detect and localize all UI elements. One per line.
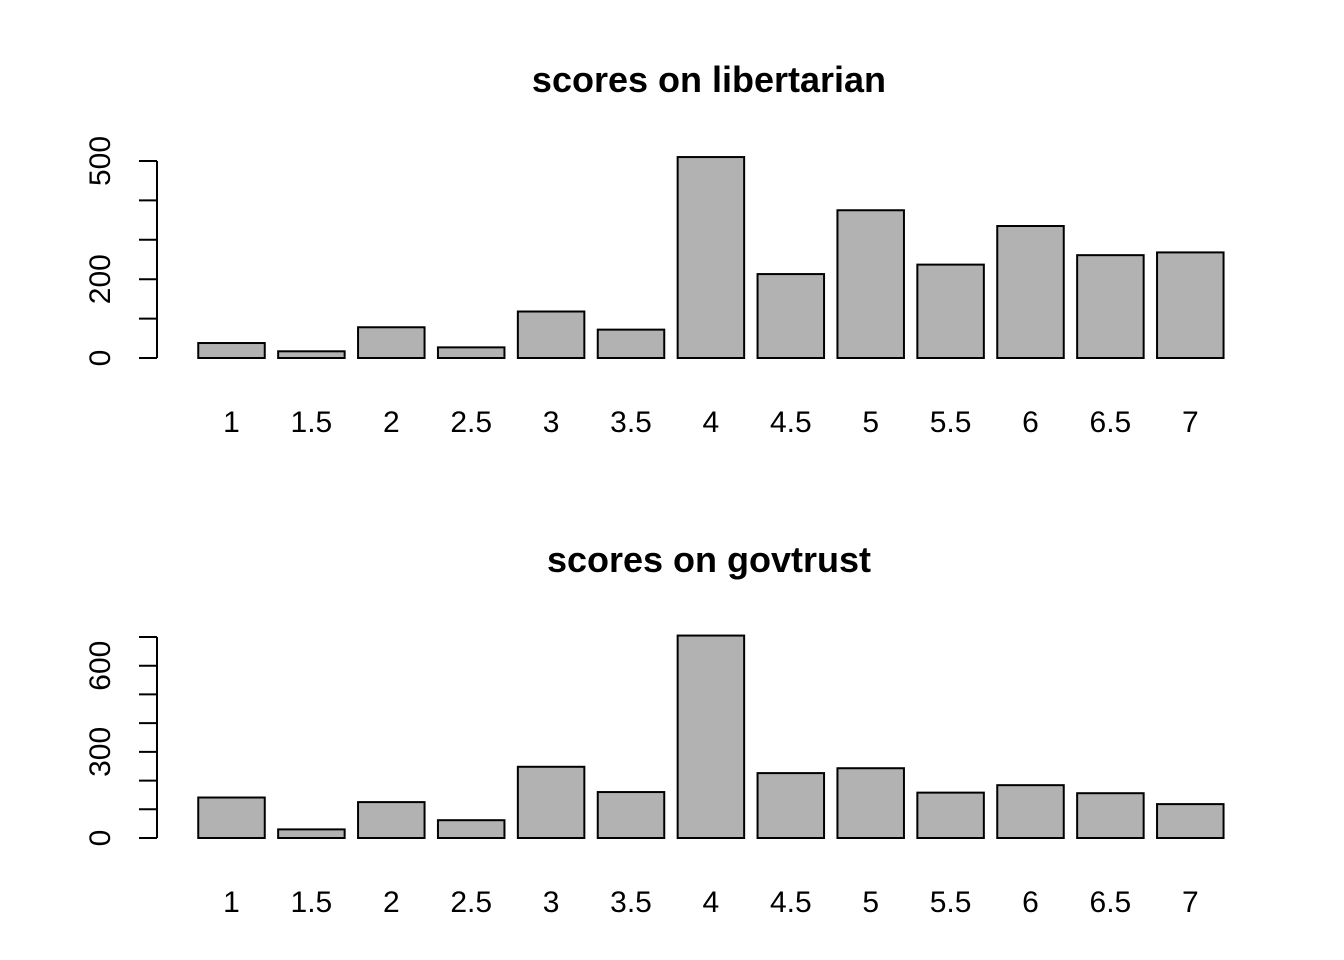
x-tick-label: 4	[703, 406, 720, 439]
bar-3	[518, 312, 585, 358]
bar-5.5	[917, 793, 984, 838]
x-tick-label: 4.5	[770, 886, 812, 919]
bar-6	[997, 226, 1064, 358]
x-tick-label: 4.5	[770, 406, 812, 439]
x-tick-label: 6.5	[1090, 406, 1132, 439]
bar-4	[678, 636, 745, 838]
chart-panel-govtrust: scores on govtrust 0 300 600 1 1.5 2 2.5 3 3.5 4 4…	[84, 539, 1224, 919]
x-tick-label: 1	[223, 406, 240, 439]
x-tick-label: 5	[862, 886, 879, 919]
bar-6	[997, 785, 1064, 838]
y-tick-label: 200	[84, 254, 117, 304]
y-tick-label: 500	[84, 136, 117, 186]
bar-7	[1157, 804, 1224, 838]
x-tick-label: 3	[543, 886, 560, 919]
bar-2.5	[438, 347, 505, 358]
bar-2	[358, 327, 425, 358]
bar-6.5	[1077, 793, 1144, 838]
x-tick-label: 7	[1182, 886, 1199, 919]
bar-4	[678, 157, 745, 358]
y-tick-label: 0	[84, 350, 117, 367]
bar-5	[837, 768, 904, 838]
chart-panel-libertarian: scores on libertarian 0 200 500 1 1.5 2 2.5 3 3.…	[84, 59, 1224, 439]
x-tick-label: 2	[383, 406, 400, 439]
x-tick-label: 5.5	[930, 406, 972, 439]
x-tick-label: 2.5	[450, 886, 492, 919]
x-tick-label: 6.5	[1090, 886, 1132, 919]
x-tick-label: 5.5	[930, 886, 972, 919]
bar-7	[1157, 252, 1224, 358]
y-tick-label: 600	[84, 641, 117, 691]
y-tick-label: 300	[84, 727, 117, 777]
bar-6.5	[1077, 255, 1144, 358]
bar-3.5	[598, 792, 665, 838]
bar-3.5	[598, 330, 665, 358]
bar-1	[198, 798, 265, 838]
bar-5.5	[917, 265, 984, 358]
x-tick-label: 1.5	[291, 406, 333, 439]
x-tick-label: 7	[1182, 406, 1199, 439]
x-tick-label: 2	[383, 886, 400, 919]
bar-2.5	[438, 820, 505, 838]
chart-title: scores on govtrust	[547, 539, 871, 580]
bar-5	[837, 210, 904, 358]
x-tick-label: 4	[703, 886, 720, 919]
bar-3	[518, 767, 585, 838]
x-tick-label: 3.5	[610, 886, 652, 919]
x-tick-label: 3.5	[610, 406, 652, 439]
x-tick-label: 3	[543, 406, 560, 439]
x-tick-label: 6	[1022, 886, 1039, 919]
bar-2	[358, 802, 425, 838]
bar-1	[198, 343, 265, 358]
bar-4.5	[758, 773, 825, 838]
y-tick-label: 0	[84, 830, 117, 847]
x-tick-label: 6	[1022, 406, 1039, 439]
x-tick-label: 1	[223, 886, 240, 919]
bar-4.5	[758, 274, 825, 358]
x-tick-label: 1.5	[291, 886, 333, 919]
x-tick-label: 2.5	[450, 406, 492, 439]
bar-1.5	[278, 829, 345, 838]
chart-title: scores on libertarian	[532, 59, 886, 100]
x-tick-label: 5	[862, 406, 879, 439]
bar-1.5	[278, 351, 345, 358]
